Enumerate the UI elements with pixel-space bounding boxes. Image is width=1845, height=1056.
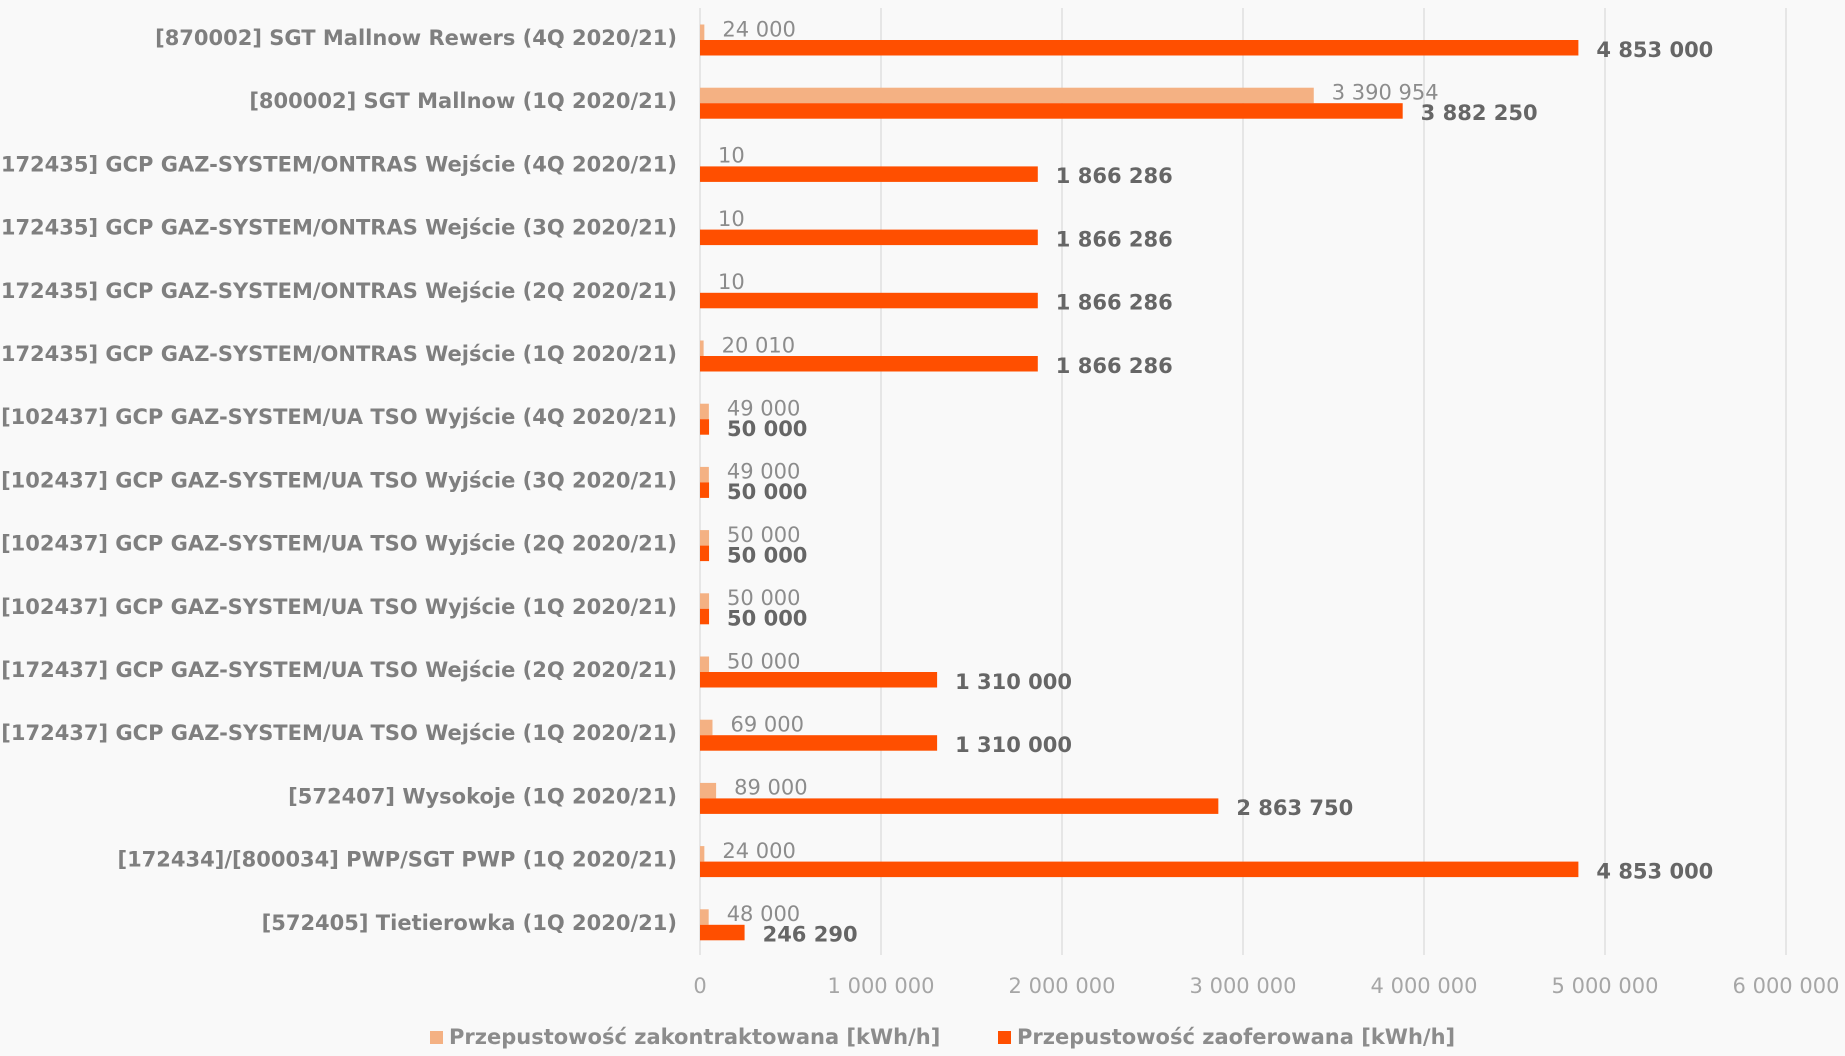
value-label: 50 000 [727, 543, 807, 567]
bar [700, 862, 1578, 878]
value-label: 10 [718, 207, 745, 231]
x-tick-label: 6 000 000 [1733, 974, 1840, 998]
value-label: 246 290 [763, 923, 858, 947]
bar [700, 546, 709, 562]
bar [700, 25, 704, 41]
value-label: 1 866 286 [1056, 164, 1173, 188]
bar [700, 925, 745, 941]
bar [700, 103, 1403, 119]
bar [700, 909, 709, 925]
category-label: [102437] GCP GAZ-SYSTEM/UA TSO Wyjście (… [1, 468, 677, 492]
bar [700, 40, 1578, 56]
value-label: 1 310 000 [955, 733, 1072, 757]
x-tick-label: 3 000 000 [1190, 974, 1297, 998]
value-label: 69 000 [730, 712, 803, 736]
category-label: [572405] Tietierowka (1Q 2020/21) [262, 911, 677, 935]
legend-swatch [998, 1031, 1011, 1044]
value-label: 4 853 000 [1596, 38, 1713, 62]
legend-label: Przepustowość zaoferowana [kWh/h] [1017, 1025, 1455, 1049]
value-label: 1 310 000 [955, 670, 1072, 694]
bar [700, 467, 709, 483]
category-label: [800002] SGT Mallnow (1Q 2020/21) [249, 89, 677, 113]
category-label: [172435] GCP GAZ-SYSTEM/ONTRAS Wejście (… [0, 279, 677, 303]
bar [700, 404, 709, 420]
bar [700, 530, 709, 546]
bar [700, 798, 1218, 814]
bar [700, 419, 709, 435]
value-label: 1 866 286 [1056, 227, 1173, 251]
x-tick-label: 5 000 000 [1552, 974, 1659, 998]
value-label: 89 000 [734, 776, 807, 800]
bar [700, 783, 716, 799]
category-label: [572407] Wysokoje (1Q 2020/21) [288, 784, 677, 808]
bar [700, 672, 937, 688]
category-label: [172437] GCP GAZ-SYSTEM/UA TSO Wejście (… [1, 658, 677, 682]
category-label: [172435] GCP GAZ-SYSTEM/ONTRAS Wejście (… [0, 152, 677, 176]
legend-label: Przepustowość zakontraktowana [kWh/h] [449, 1025, 940, 1049]
bar [700, 356, 1038, 372]
value-label: 50 000 [727, 417, 807, 441]
value-label: 24 000 [722, 17, 795, 41]
bar [700, 593, 709, 609]
value-label: 3 882 250 [1421, 101, 1538, 125]
category-label: [172434]/[800034] PWP/SGT PWP (1Q 2020/2… [117, 848, 677, 872]
bar [700, 482, 709, 498]
value-label: 10 [718, 270, 745, 294]
bar [700, 735, 937, 751]
value-label: 10 [718, 144, 745, 168]
x-tick-label: 0 [693, 974, 706, 998]
category-label: [102437] GCP GAZ-SYSTEM/UA TSO Wyjście (… [1, 405, 677, 429]
bar [700, 341, 704, 357]
category-label: [172435] GCP GAZ-SYSTEM/ONTRAS Wejście (… [0, 342, 677, 366]
category-label: [870002] SGT Mallnow Rewers (4Q 2020/21) [155, 26, 677, 50]
value-label: 2 863 750 [1236, 796, 1353, 820]
x-tick-label: 2 000 000 [1009, 974, 1116, 998]
value-label: 24 000 [722, 839, 795, 863]
x-tick-label: 1 000 000 [828, 974, 935, 998]
bar [700, 609, 709, 625]
bar [700, 88, 1314, 104]
bar [700, 720, 712, 736]
value-label: 50 000 [727, 649, 800, 673]
value-label: 20 010 [722, 333, 795, 357]
bar [700, 230, 1038, 246]
value-label: 50 000 [727, 480, 807, 504]
category-label: [102437] GCP GAZ-SYSTEM/UA TSO Wyjście (… [1, 532, 677, 556]
value-label: 1 866 286 [1056, 291, 1173, 315]
bar [700, 846, 704, 862]
value-label: 4 853 000 [1596, 859, 1713, 883]
category-label: [172435] GCP GAZ-SYSTEM/ONTRAS Wejście (… [0, 216, 677, 240]
bar [700, 293, 1038, 309]
category-label: [172437] GCP GAZ-SYSTEM/UA TSO Wejście (… [1, 721, 677, 745]
legend-swatch [430, 1031, 443, 1044]
category-label: [102437] GCP GAZ-SYSTEM/UA TSO Wyjście (… [1, 595, 677, 619]
x-tick-label: 4 000 000 [1371, 974, 1478, 998]
bar [700, 657, 709, 673]
bar [700, 166, 1038, 182]
value-label: 1 866 286 [1056, 354, 1173, 378]
value-label: 50 000 [727, 607, 807, 631]
